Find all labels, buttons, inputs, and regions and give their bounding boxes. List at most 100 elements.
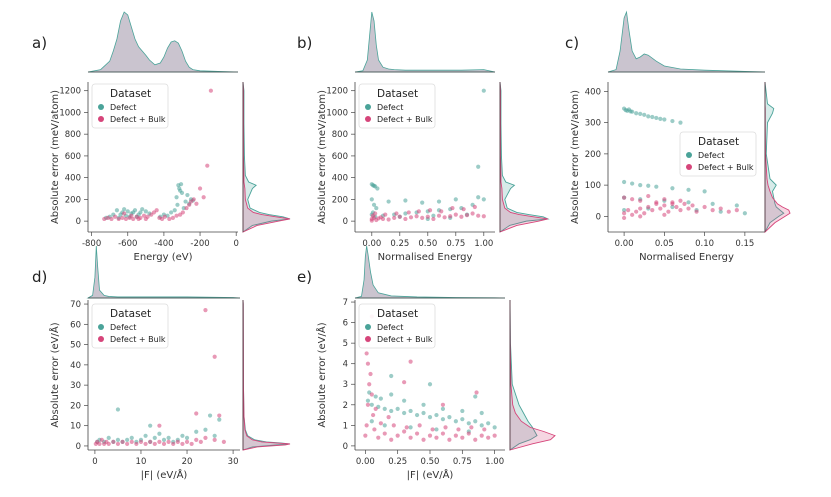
defect-point [115,407,121,412]
defect-point [460,408,465,414]
top-marginal-kde [87,11,239,73]
defect-bulk-point [678,208,683,213]
defect-point [143,209,148,214]
defect-bulk-point [474,390,479,395]
defect-bulk-point [194,411,199,416]
legend-label-defect: Defect [377,323,403,332]
defect-bulk-point [439,209,444,214]
defect-point [402,398,407,403]
defect-point [203,427,208,432]
legend: Dataset Defect Defect + Bulk [91,303,169,349]
defect-bulk-point [391,423,396,428]
defect-bulk-point [191,197,196,202]
y-tick-label: 0 [76,442,81,452]
y-tick-label: 20 [70,401,81,411]
defect-bulk-point [622,215,627,221]
legend: Dataset Defect Defect + Bulk [358,83,436,129]
defect-bulk-point [389,437,394,442]
defect-bulk-point [464,213,470,218]
y-tick-label: 0 [343,442,348,452]
defect-point [161,437,167,442]
defect-bulk-point [125,441,130,447]
defect-bulk-point [123,216,129,222]
defect-point [654,184,659,189]
defect-point [166,435,171,440]
legend-box [358,303,436,349]
x-tick-label: 10 [136,457,147,467]
defect-point [129,435,134,440]
defect-bulk-point [170,215,176,220]
defect-bulk-point [109,216,114,222]
defect-point [654,115,659,121]
defect-bulk-point [460,435,465,440]
defect-bulk-point [408,359,413,364]
defect-bulk-point [120,215,125,220]
defect-bulk-point [386,415,391,420]
defect-point [481,88,486,93]
defect-bulk-point [184,205,189,211]
y-tick-label: 4 [343,360,348,370]
defect-bulk-point [392,215,397,220]
defect-point [169,210,174,215]
defect-bulk-point [414,431,420,436]
defect-bulk-point [129,439,134,444]
defect-bulk-point [376,435,381,440]
defect-point [453,197,458,202]
defect-point [476,164,481,169]
x-tick-label: 20 [182,457,193,467]
defect-bulk-point [453,433,458,438]
defect-bulk-point [363,433,368,438]
defect-bulk-point [440,402,446,407]
defect-bulk-point [371,412,376,418]
y-tick-label: 3 [343,380,348,390]
defect-bulk-point [367,382,372,387]
defect-bulk-point [408,215,414,220]
defect-bulk-point [481,214,486,219]
defect-bulk-point [205,163,210,168]
defect-point [152,435,157,440]
defect-bulk-point [364,423,369,428]
defect-point [481,197,486,202]
defect-point [702,189,707,194]
defect-point [421,402,426,407]
defect-point [670,186,675,191]
defect-point [630,109,635,114]
defect-bulk-point [217,413,222,418]
legend-marker-defect [98,104,104,110]
defect-point [476,195,481,200]
legend-label-defect-bulk: Defect + Bulk [110,115,166,124]
legend-title: Dataset [698,136,739,148]
y-tick-label: 50 [70,341,81,351]
defect-point [371,202,377,207]
defect-bulk-point [154,208,159,213]
defect-bulk-point [369,218,374,223]
x-tick-label: 0.25 [388,457,407,467]
defect-bulk-point [120,439,125,444]
defect-bulk-point [383,212,388,217]
y-tick-label: 100 [585,181,601,191]
defect-point [395,406,400,412]
defect-bulk-point [662,197,667,202]
panel-e: e) 0.00 0.25 0.50 0.75 1.00 0 1 2 3 4 5 6 7 |F| (eV/Å)… [297,245,556,481]
x-tick-label: 0.75 [446,239,465,249]
defect-bulk-point [658,206,663,211]
defect-bulk-point [161,441,167,447]
defect-point [157,431,162,436]
defect-bulk-point [450,205,455,211]
defect-bulk-point [486,435,491,440]
defect-bulk-point [434,435,439,440]
defect-point [718,209,723,214]
top-marginal-kde [86,245,241,299]
defect-point [634,111,639,116]
defect-bulk-point [469,425,474,430]
defect-point [172,208,177,213]
defect-point [427,382,433,387]
defect-bulk-point [674,204,679,210]
y-tick-label: 600 [65,152,81,162]
y-tick-label: 1000 [59,108,81,118]
defect-point [742,211,747,216]
x-tick-label: 1.00 [474,239,493,249]
panel-label: d) [32,268,47,286]
defect-bulk-point [470,211,475,216]
defect-point [460,417,465,422]
